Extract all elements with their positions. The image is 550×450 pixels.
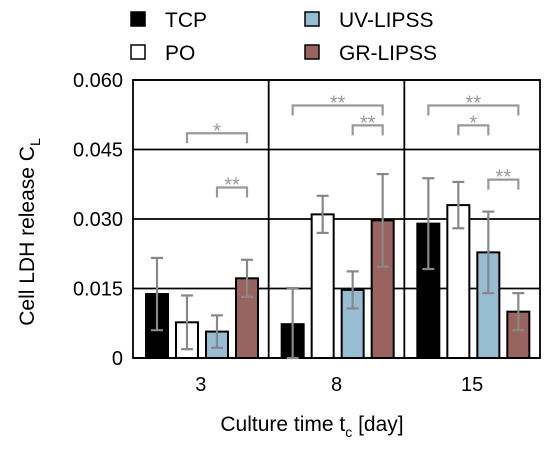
legend-label-tcp: TCP bbox=[165, 9, 207, 32]
y-tick-label: 0.060 bbox=[73, 70, 123, 92]
significance-label: * bbox=[469, 112, 477, 134]
y-tick-labels: 0 0.015 0.030 0.045 0.060 bbox=[73, 70, 123, 370]
y-tick-label: 0.045 bbox=[73, 140, 123, 162]
legend-swatch-po bbox=[130, 44, 146, 60]
significance-label: * bbox=[213, 120, 221, 142]
significance-bracket bbox=[427, 104, 520, 116]
significance-label: ** bbox=[466, 92, 482, 114]
significance-bracket bbox=[215, 186, 249, 198]
significance-brackets: ************ bbox=[185, 92, 520, 198]
significance-label: ** bbox=[224, 174, 240, 196]
significance-label: ** bbox=[496, 167, 512, 189]
legend-swatch-gr-lipss bbox=[304, 44, 320, 60]
legend-label-po: PO bbox=[165, 42, 195, 65]
error-bars bbox=[151, 172, 525, 360]
significance-label: ** bbox=[360, 112, 376, 134]
y-tick-label: 0 bbox=[112, 348, 123, 370]
plot-border bbox=[132, 79, 541, 359]
legend-label-gr-lipss: GR-LIPSS bbox=[339, 42, 437, 65]
x-axis-label: Culture time tc [day] bbox=[220, 413, 403, 440]
legend: TCP PO UV-LIPSS GR-LIPSS bbox=[130, 9, 437, 65]
legend-swatch-tcp bbox=[130, 11, 146, 27]
significance-bracket bbox=[351, 124, 384, 136]
significance-label: ** bbox=[330, 92, 346, 114]
y-tick-label: 0.015 bbox=[73, 279, 123, 301]
bar-po-day8 bbox=[310, 213, 335, 359]
y-axis-label: Cell LDH release CL bbox=[16, 138, 43, 326]
significance-bracket bbox=[185, 132, 249, 144]
plot-frame bbox=[132, 79, 541, 359]
y-tick-label: 0.030 bbox=[73, 209, 123, 231]
legend-swatch-uv-lipss bbox=[304, 11, 320, 27]
significance-bracket bbox=[457, 124, 490, 136]
x-tick-label: 15 bbox=[461, 374, 483, 396]
x-tick-labels: 3 8 15 bbox=[195, 374, 483, 396]
bars bbox=[145, 204, 531, 360]
significance-bracket bbox=[291, 104, 384, 116]
significance-bracket bbox=[487, 178, 520, 190]
x-tick-label: 3 bbox=[195, 374, 206, 396]
legend-label-uv-lipss: UV-LIPSS bbox=[339, 9, 434, 32]
x-tick-label: 8 bbox=[331, 374, 342, 396]
